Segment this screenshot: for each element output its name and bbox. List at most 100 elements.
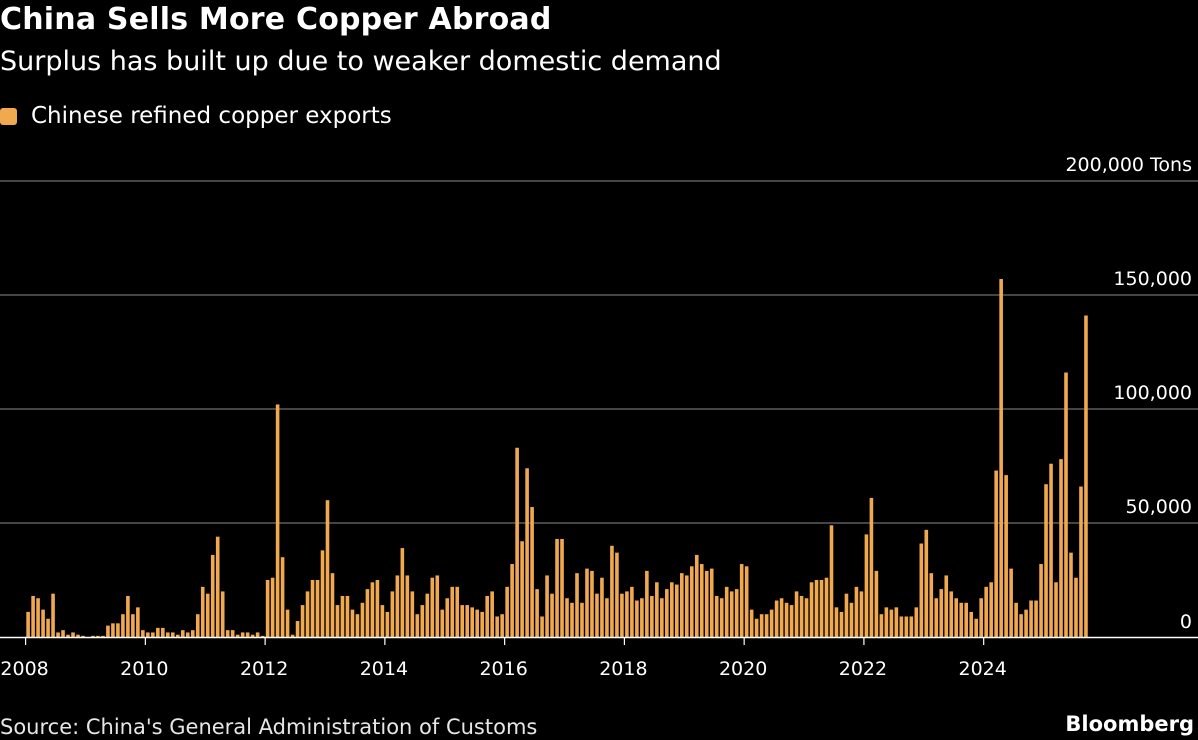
bar bbox=[704, 570, 709, 637]
bar bbox=[530, 507, 534, 637]
bar bbox=[480, 611, 484, 637]
bar bbox=[535, 589, 539, 637]
bar bbox=[620, 593, 624, 637]
legend: Chinese refined copper exports bbox=[0, 102, 392, 130]
bar bbox=[295, 621, 300, 637]
bar bbox=[884, 607, 889, 637]
bar bbox=[151, 632, 155, 637]
bar bbox=[440, 609, 445, 637]
bar bbox=[66, 634, 70, 637]
bar bbox=[879, 614, 884, 637]
bar bbox=[684, 575, 689, 637]
bar bbox=[1054, 582, 1058, 637]
bar bbox=[350, 609, 355, 637]
bar bbox=[1034, 600, 1038, 637]
bar bbox=[260, 635, 265, 637]
bloomberg-logo: Bloomberg bbox=[1065, 712, 1194, 736]
bar bbox=[141, 630, 145, 637]
bar bbox=[205, 593, 210, 637]
bar bbox=[789, 605, 794, 637]
bar bbox=[245, 632, 250, 637]
bar bbox=[919, 543, 924, 637]
chart-title: China Sells More Copper Abroad bbox=[0, 2, 552, 37]
bar bbox=[250, 634, 255, 637]
x-tick-label: 2016 bbox=[479, 658, 527, 680]
bar bbox=[959, 602, 964, 637]
bar bbox=[904, 616, 909, 637]
bar bbox=[590, 570, 594, 637]
bar bbox=[390, 591, 395, 637]
x-tick-label: 2014 bbox=[360, 658, 408, 680]
bar bbox=[81, 635, 85, 637]
bar bbox=[76, 634, 80, 637]
x-tick-label: 2012 bbox=[240, 658, 288, 680]
bar bbox=[1049, 463, 1053, 637]
bar bbox=[36, 598, 40, 637]
bar bbox=[230, 630, 235, 637]
bar bbox=[131, 614, 135, 637]
bar bbox=[26, 611, 30, 637]
bar bbox=[56, 632, 60, 637]
bar bbox=[724, 586, 729, 637]
bar bbox=[994, 470, 998, 637]
bar bbox=[679, 573, 684, 637]
bar bbox=[734, 589, 739, 637]
bar bbox=[640, 598, 644, 637]
bar bbox=[405, 575, 410, 637]
bar bbox=[600, 577, 604, 637]
bar bbox=[575, 573, 579, 637]
bar bbox=[749, 609, 754, 637]
bar bbox=[989, 582, 993, 637]
bar bbox=[161, 627, 165, 637]
bar bbox=[410, 591, 415, 637]
bar bbox=[934, 598, 939, 637]
x-tick-label: 2018 bbox=[599, 658, 647, 680]
bar bbox=[670, 582, 674, 637]
bar bbox=[709, 568, 714, 637]
bar bbox=[380, 605, 385, 637]
y-tick-label: 150,000 bbox=[1113, 268, 1192, 290]
y-tick-label: 100,000 bbox=[1113, 382, 1192, 404]
bar bbox=[630, 586, 634, 637]
bar bbox=[635, 600, 639, 637]
bar bbox=[774, 600, 779, 637]
bar bbox=[824, 577, 829, 637]
bar bbox=[1024, 609, 1028, 637]
bar bbox=[515, 447, 519, 637]
bar bbox=[420, 605, 425, 637]
bar bbox=[1039, 564, 1043, 637]
bar bbox=[96, 635, 100, 637]
bar bbox=[225, 630, 230, 637]
bar bbox=[190, 630, 195, 637]
source-note: Source: China's General Administration o… bbox=[0, 715, 538, 739]
bar bbox=[979, 598, 983, 637]
bar bbox=[545, 575, 549, 637]
bar bbox=[844, 593, 849, 637]
bar bbox=[445, 598, 450, 637]
bar bbox=[660, 598, 664, 637]
bar bbox=[370, 582, 375, 637]
y-tick-label: 0 bbox=[1180, 611, 1192, 633]
bar bbox=[1029, 600, 1033, 637]
bar bbox=[1079, 486, 1083, 637]
bar bbox=[1009, 568, 1013, 637]
bar bbox=[739, 564, 744, 637]
bar bbox=[799, 595, 804, 637]
bar bbox=[355, 614, 360, 637]
bar bbox=[365, 589, 370, 637]
bar bbox=[51, 593, 55, 637]
bar bbox=[400, 548, 405, 637]
bar bbox=[235, 634, 240, 637]
bar bbox=[116, 623, 120, 637]
bar bbox=[565, 598, 569, 637]
bar bbox=[625, 591, 629, 637]
bar bbox=[809, 582, 814, 637]
bar bbox=[615, 552, 619, 637]
bar bbox=[320, 550, 325, 637]
bar bbox=[699, 564, 704, 637]
bar bbox=[340, 595, 345, 637]
x-tick-label: 2020 bbox=[719, 658, 767, 680]
legend-label: Chinese refined copper exports bbox=[31, 103, 392, 129]
bar bbox=[450, 586, 455, 637]
